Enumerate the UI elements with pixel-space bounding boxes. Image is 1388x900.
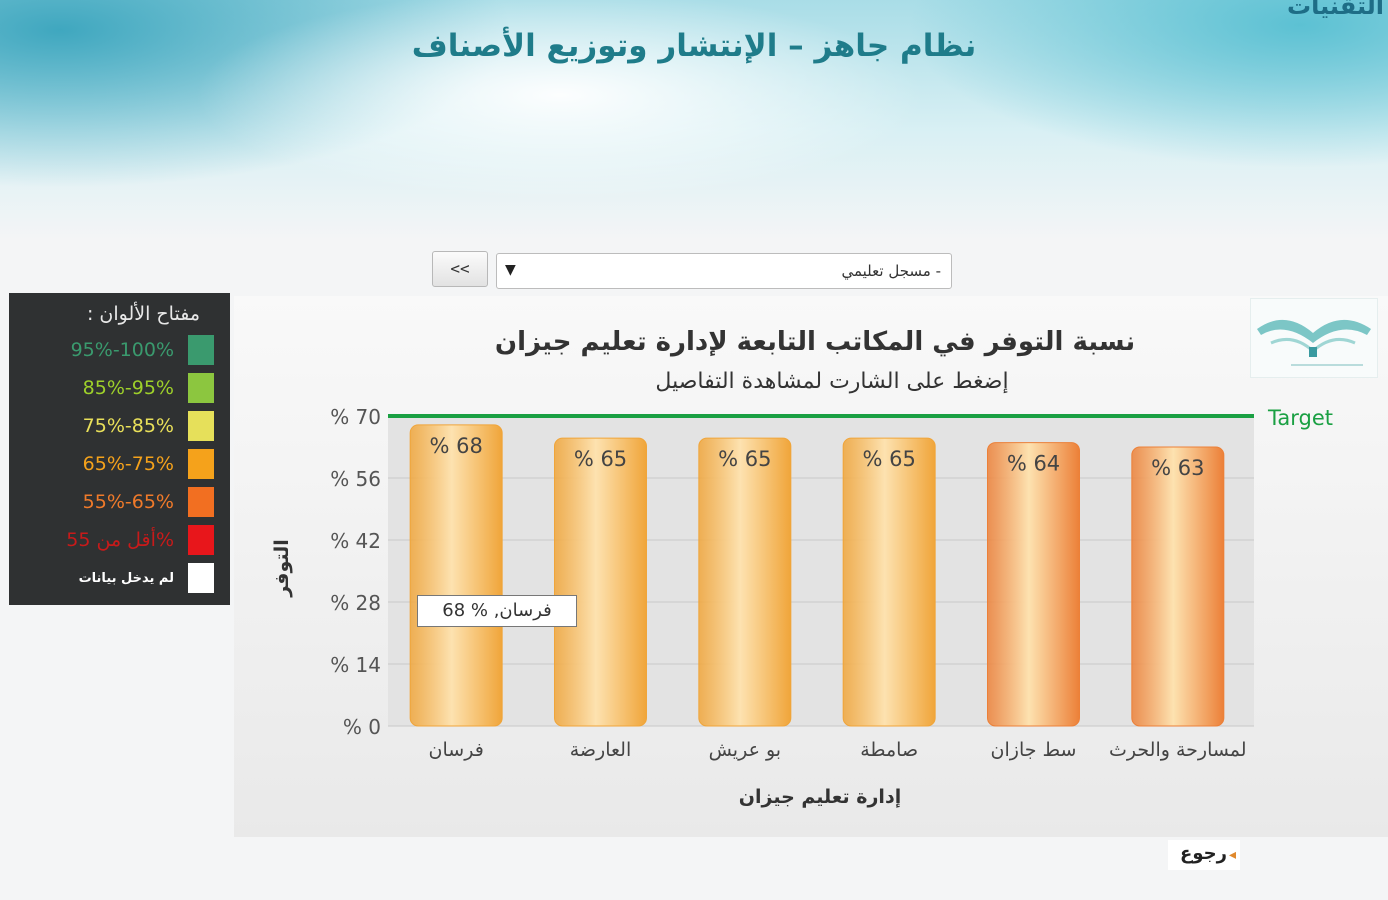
legend-label: 85%-95% xyxy=(82,377,174,399)
legend-item: 85%-95% xyxy=(9,371,230,405)
bar[interactable] xyxy=(1131,446,1225,727)
bar-value-label: % 65 xyxy=(718,447,771,471)
chart-subtitle: إضغط على الشارت لمشاهدة التفاصيل xyxy=(655,369,1008,394)
bar[interactable] xyxy=(698,437,792,727)
book-logo-icon xyxy=(1257,319,1371,366)
legend-swatch xyxy=(188,487,214,517)
select-value: - مسجل تعليمي xyxy=(841,262,941,280)
bar[interactable] xyxy=(554,437,647,727)
x-tick-label: بو عريش xyxy=(709,739,781,761)
legend-label: لم يدخل بيانات xyxy=(78,571,174,586)
legend-swatch xyxy=(188,563,214,593)
legend-label: 55%-65% xyxy=(82,491,174,513)
bar-tooltip: فرسان, % 68 xyxy=(417,595,577,627)
x-tick-label: فرسان xyxy=(429,739,484,761)
target-label: Target xyxy=(1267,406,1333,430)
legend-item: 55%-65% xyxy=(9,485,230,519)
y-tick-label: % 28 xyxy=(330,591,381,615)
legend-swatch xyxy=(188,449,214,479)
x-tick-label: العارضة xyxy=(570,739,632,761)
bar-value-label: % 65 xyxy=(862,447,915,471)
x-tick-label: سط جازان xyxy=(991,739,1077,761)
bar-value-label: % 64 xyxy=(1007,452,1060,476)
back-label: رجوع xyxy=(1180,843,1227,864)
ministry-logo xyxy=(1250,298,1378,378)
bar[interactable] xyxy=(987,442,1080,727)
header-corner-text: التقنيات xyxy=(1286,0,1384,20)
color-legend: مفتاح الألوان : 95%-100% 85%-95% 75%-85% 65… xyxy=(9,293,230,605)
legend-label: أقل من 55% xyxy=(66,529,174,551)
legend-item: 75%-85% xyxy=(9,409,230,443)
back-link[interactable]: ◂رجوع xyxy=(1168,840,1240,870)
bar-value-label: % 68 xyxy=(429,434,482,458)
legend-label: 75%-85% xyxy=(82,415,174,437)
legend-item: 65%-75% xyxy=(9,447,230,481)
office-select[interactable]: ▼ - مسجل تعليمي xyxy=(496,253,952,289)
back-arrow-icon: ◂ xyxy=(1228,847,1236,863)
bar[interactable] xyxy=(842,437,936,727)
legend-swatch xyxy=(188,411,214,441)
x-axis-title: إدارة تعليم جيزان xyxy=(739,786,901,808)
x-tick-label: صامطة xyxy=(860,739,918,761)
y-axis-title: التوفر xyxy=(271,539,293,598)
bar-value-label: % 63 xyxy=(1151,456,1204,480)
legend-title: مفتاح الألوان : xyxy=(86,303,200,325)
legend-swatch xyxy=(188,335,214,365)
legend-swatch xyxy=(188,373,214,403)
plot-area xyxy=(388,416,1254,726)
legend-label: 95%-100% xyxy=(70,339,174,361)
chart-title: نسبة التوفر في المكاتب التابعة لإدارة تع… xyxy=(495,327,1135,357)
page-title: نظام جاهز – الإنتشار وتوزيع الأصناف xyxy=(411,28,977,64)
header-background xyxy=(0,0,1388,240)
y-tick-label: % 56 xyxy=(330,467,381,491)
legend-item: لم يدخل بيانات xyxy=(9,561,230,595)
y-tick-label: % 42 xyxy=(330,529,381,553)
navigate-button[interactable]: << xyxy=(432,251,488,287)
legend-item: أقل من 55% xyxy=(9,523,230,557)
x-tick-label: لمسارحة والحرث xyxy=(1109,739,1247,761)
legend-swatch xyxy=(188,525,214,555)
y-tick-label: % 0 xyxy=(343,715,381,739)
legend-item: 95%-100% xyxy=(9,333,230,367)
legend-label: 65%-75% xyxy=(82,453,174,475)
dropdown-arrow-icon: ▼ xyxy=(505,262,516,278)
bar-value-label: % 65 xyxy=(574,447,627,471)
y-tick-label: % 70 xyxy=(330,405,381,429)
y-tick-label: % 14 xyxy=(330,653,381,677)
bar[interactable] xyxy=(409,424,503,727)
